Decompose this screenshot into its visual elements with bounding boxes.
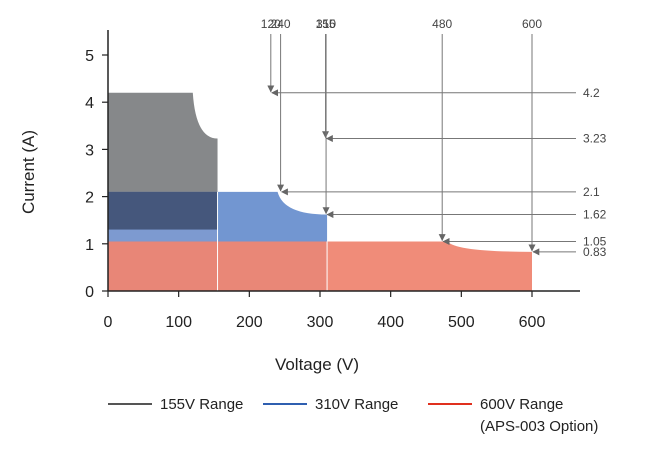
top-label-480: 480: [432, 17, 452, 31]
right-label-1.05: 1.05: [583, 234, 607, 248]
right-label-4.2: 4.2: [583, 86, 600, 100]
legend-label-1: 310V Range: [315, 396, 398, 413]
x-tick-label: 500: [448, 314, 475, 331]
axes: [107, 30, 580, 292]
y-tick-label: 1: [85, 237, 94, 254]
legend: 155V Range 310V Range 600V Range (APS-003 O…: [108, 396, 598, 435]
top-label-155: 155: [316, 17, 336, 31]
right-current-labels: 4.2 3.23 2.1 1.62 1.050.83: [583, 86, 607, 259]
legend-label-2: 600V Range: [480, 396, 563, 413]
legend-note-2: (APS-003 Option): [480, 418, 598, 435]
top-label-240: 240: [271, 17, 291, 31]
x-tick-label: 300: [307, 314, 334, 331]
overlap-155-310: [108, 191, 218, 230]
annotation-lines: [267, 34, 576, 256]
y-tick-label: 2: [85, 190, 94, 207]
x-axis-label: Voltage (V): [275, 355, 359, 374]
x-tick-label: 0: [104, 314, 113, 331]
y-axis-label: Current (A): [19, 130, 38, 214]
right-label-1.62: 1.62: [583, 208, 607, 222]
y-tick-label: 0: [85, 284, 94, 301]
right-label-3.23: 3.23: [583, 132, 607, 146]
top-voltage-labels: 120 155 240 310 480 600: [261, 17, 543, 31]
region-600v: [108, 241, 532, 291]
y-tick-label: 4: [85, 95, 94, 112]
legend-label-0: 155V Range: [160, 396, 243, 413]
x-tick-label: 100: [165, 314, 192, 331]
y-tick-label: 3: [85, 142, 94, 159]
right-label-0.83: 0.83: [583, 245, 607, 259]
y-tick-label: 5: [85, 48, 94, 65]
overlap-band: [108, 229, 218, 242]
right-label-2.1: 2.1: [583, 185, 600, 199]
x-tick-label: 400: [377, 314, 404, 331]
range-regions: [108, 92, 532, 291]
tick-labels: 0 100 200 300 400 500 600 0 1 2 3 4 5: [85, 48, 545, 331]
x-tick-label: 200: [236, 314, 263, 331]
top-label-600: 600: [522, 17, 542, 31]
top-label-120: 120: [261, 17, 281, 31]
x-tick-label: 600: [519, 314, 546, 331]
top-label-310: 310: [316, 17, 336, 31]
